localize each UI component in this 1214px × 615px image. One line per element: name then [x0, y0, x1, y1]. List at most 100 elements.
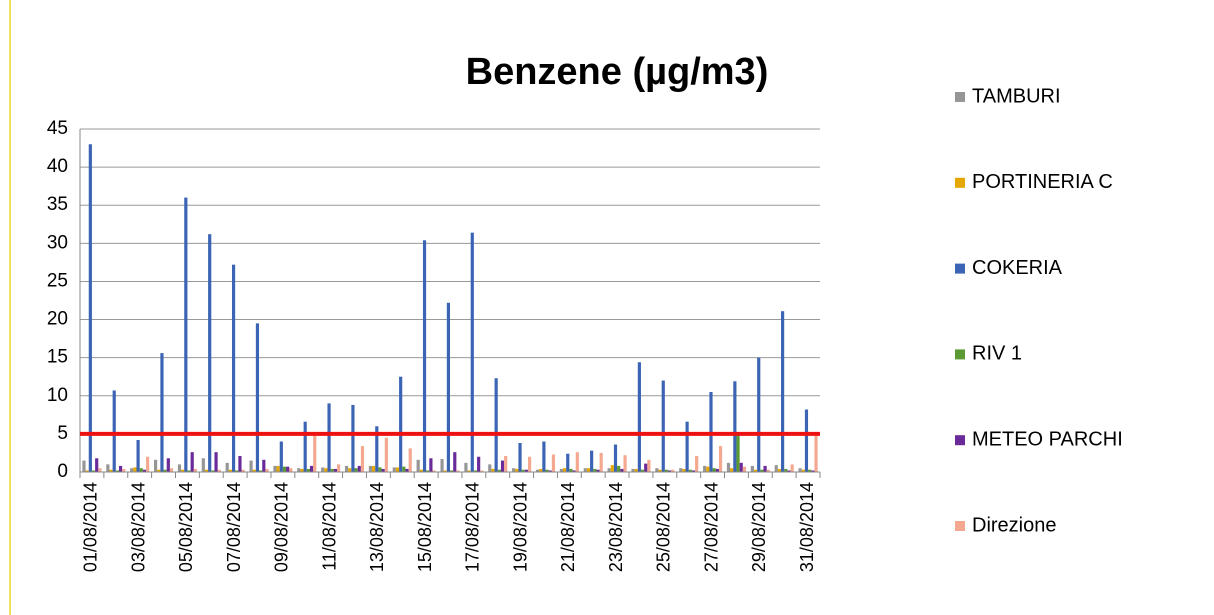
bar	[348, 468, 352, 472]
bar	[91, 470, 96, 472]
bar	[106, 464, 110, 472]
y-tick-label: 35	[47, 194, 68, 215]
bar	[259, 470, 263, 472]
bar	[408, 448, 412, 472]
x-tick-label: 27/08/2014	[701, 482, 721, 572]
bar	[208, 234, 212, 472]
bar	[688, 469, 692, 472]
x-tick-label: 17/08/2014	[463, 482, 483, 572]
x-tick-label: 21/08/2014	[558, 482, 578, 572]
bar	[306, 468, 310, 472]
bar	[201, 458, 205, 472]
bar	[467, 470, 471, 472]
bar	[217, 469, 221, 472]
y-tick-label: 0	[57, 461, 68, 482]
bar	[637, 362, 641, 472]
y-tick-label: 15	[47, 347, 68, 368]
bar	[249, 460, 253, 472]
bar	[539, 468, 543, 472]
bar	[477, 456, 481, 472]
bar	[647, 459, 651, 472]
legend-label: PORTINERIA C	[972, 171, 1113, 193]
legend-label: METEO PARCHI	[972, 428, 1123, 450]
bar	[154, 459, 158, 472]
y-tick-label: 5	[57, 423, 68, 444]
bar	[181, 469, 185, 472]
x-tick-label: 09/08/2014	[272, 482, 292, 572]
bar	[82, 460, 86, 472]
bar	[593, 468, 597, 472]
bar	[726, 462, 731, 472]
bar	[354, 468, 358, 472]
bar	[760, 469, 764, 472]
bar	[518, 443, 522, 472]
bar	[766, 469, 770, 472]
bar	[109, 469, 113, 472]
x-tick-label: 25/08/2014	[654, 482, 674, 572]
legend-swatch	[955, 177, 965, 188]
bar	[432, 470, 436, 472]
y-tick-label: 10	[47, 385, 68, 406]
bar	[122, 468, 126, 472]
bar	[211, 470, 215, 472]
bar	[527, 456, 532, 472]
bar	[85, 470, 89, 472]
bar	[252, 469, 256, 472]
bar	[395, 467, 400, 472]
bar	[811, 470, 815, 472]
bar	[297, 468, 301, 472]
bar	[575, 452, 579, 472]
bar	[372, 465, 376, 472]
bar	[781, 311, 785, 472]
bar	[572, 470, 576, 472]
x-tick-label: 29/08/2014	[749, 482, 769, 572]
bar	[368, 465, 373, 472]
bar	[115, 470, 119, 472]
x-tick-label: 15/08/2014	[415, 482, 435, 572]
bar	[402, 466, 406, 472]
bar	[279, 441, 283, 472]
bar	[142, 469, 147, 472]
bar	[163, 469, 167, 472]
bar	[351, 404, 355, 472]
bar	[133, 467, 137, 472]
bar	[405, 468, 409, 472]
bar	[473, 470, 478, 472]
bar	[590, 450, 594, 472]
bar	[204, 469, 209, 472]
bar	[375, 426, 379, 472]
bar	[392, 467, 396, 472]
x-tick-label: 07/08/2014	[224, 482, 244, 572]
bar	[130, 468, 134, 472]
bar	[631, 468, 635, 472]
bar	[300, 468, 304, 472]
y-tick-label: 40	[47, 156, 68, 177]
bar	[664, 469, 669, 472]
bar	[333, 468, 338, 472]
bar	[470, 232, 474, 472]
x-tick-label: 11/08/2014	[319, 482, 339, 571]
bar	[177, 464, 182, 472]
bar	[231, 264, 236, 472]
bar	[327, 403, 331, 472]
bar	[303, 421, 307, 472]
bar	[118, 465, 123, 472]
bar	[542, 441, 546, 472]
bar	[599, 452, 603, 472]
bar	[718, 446, 723, 472]
x-tick-label: 13/08/2014	[367, 482, 387, 572]
bar	[736, 435, 740, 472]
bar	[763, 465, 767, 472]
bar	[450, 470, 454, 472]
bar	[790, 464, 794, 472]
bar	[777, 468, 782, 472]
bar	[443, 470, 447, 472]
bar	[620, 468, 624, 472]
bar	[416, 459, 420, 472]
bar	[265, 468, 269, 472]
bar	[545, 469, 549, 472]
bar	[757, 357, 761, 472]
bar	[98, 468, 102, 472]
bar	[607, 468, 611, 472]
